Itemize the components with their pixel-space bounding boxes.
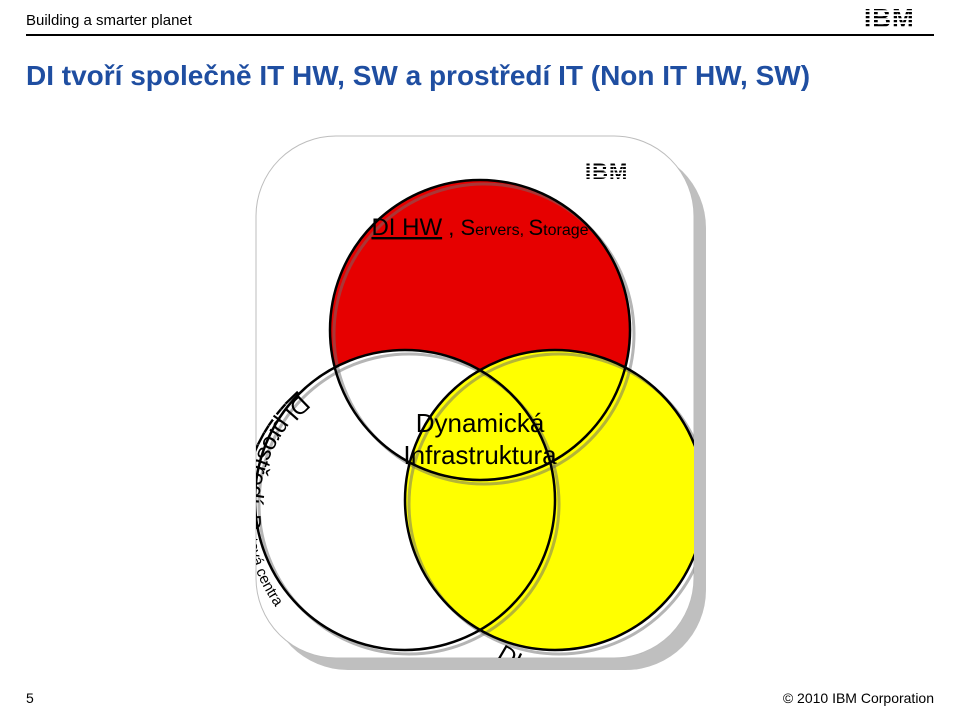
ibm-header-glyph: IBM xyxy=(864,4,915,32)
slide: Building a smarter planet IBM xyxy=(0,0,960,720)
page-title: DI tvoří společně IT HW, SW a prostředí … xyxy=(26,60,810,92)
copyright: © 2010 IBM Corporation xyxy=(783,690,934,706)
page-number: 5 xyxy=(26,690,34,706)
label-top-sep: , xyxy=(442,215,460,240)
venn-diagram: IBM xyxy=(250,130,710,670)
svg-text:Infrastruktura: Infrastruktura xyxy=(403,440,557,470)
ibm-logo-icon: IBM xyxy=(864,4,934,32)
header: Building a smarter planet IBM xyxy=(0,0,960,42)
header-tagline: Building a smarter planet xyxy=(26,12,192,29)
svg-text:Dynamická: Dynamická xyxy=(416,408,545,438)
header-divider xyxy=(26,34,934,36)
label-top-main: DI HW xyxy=(371,214,442,241)
